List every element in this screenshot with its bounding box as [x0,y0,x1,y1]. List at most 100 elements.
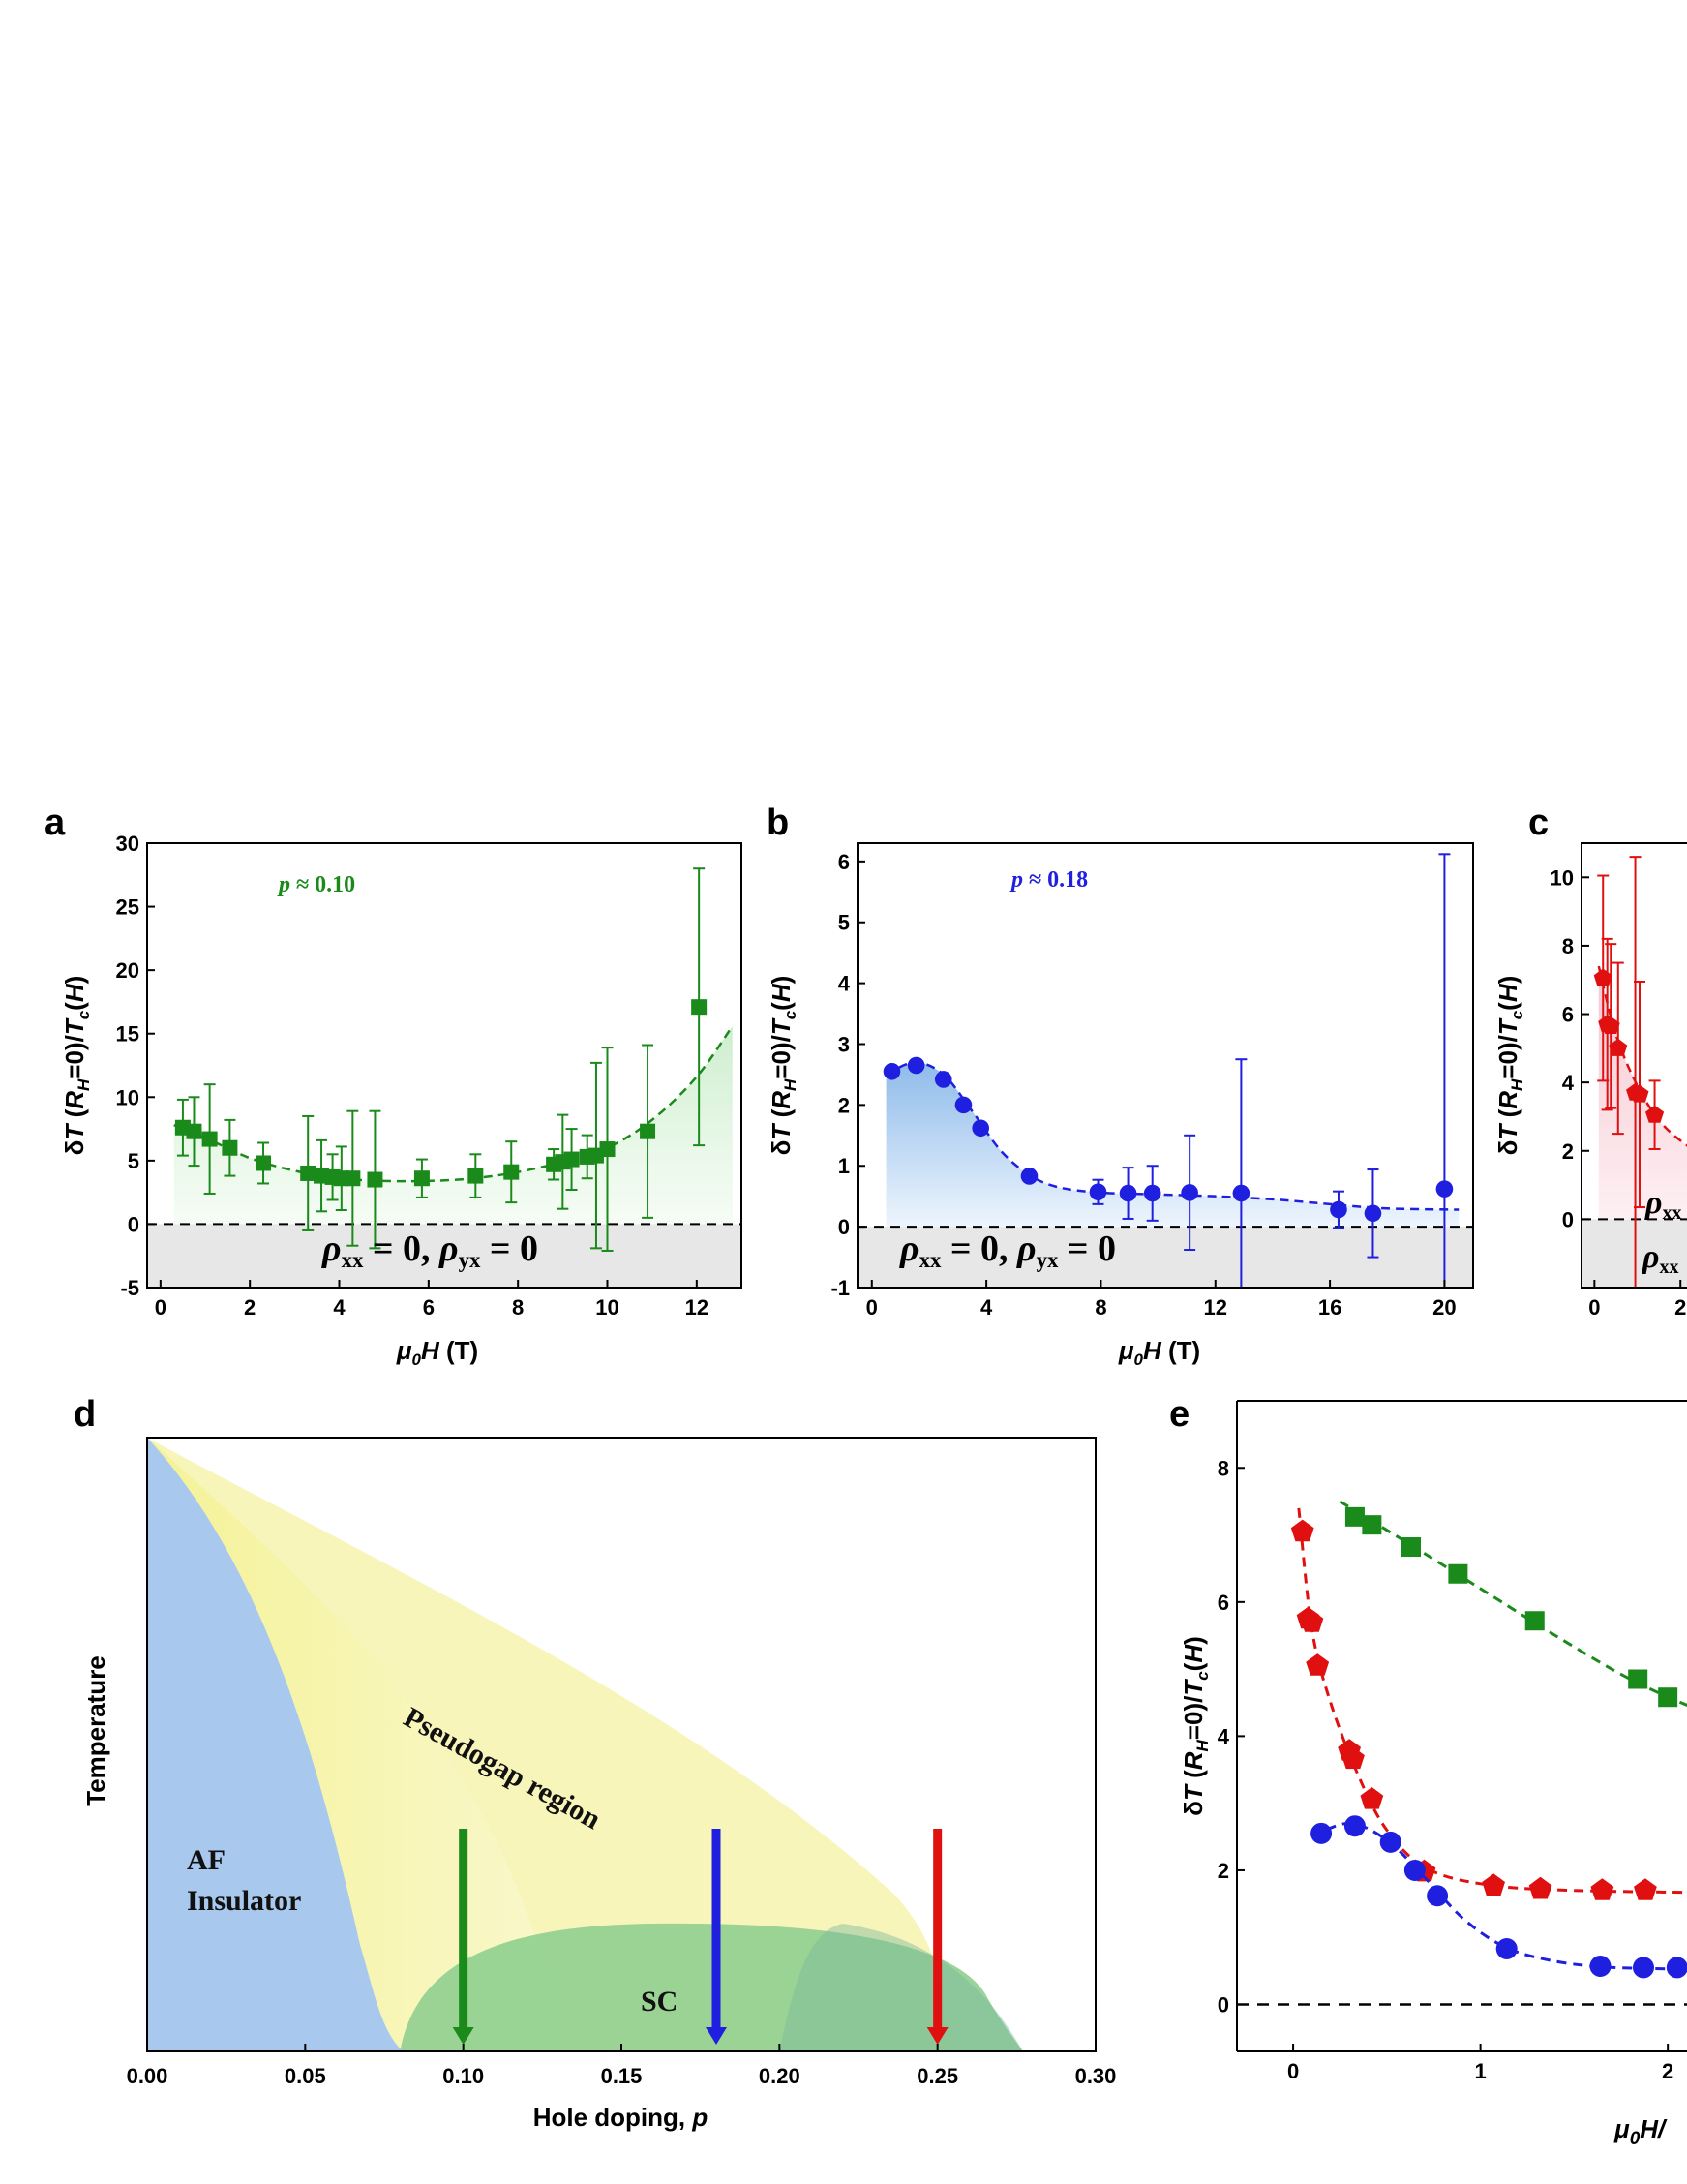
x-axis-label: μ0H (T) [1118,1336,1200,1369]
data-point [972,1119,989,1138]
y-axis-label-part: c [781,1010,799,1019]
data-point [640,1123,656,1139]
y-tick-label: 2 [838,1093,850,1117]
data-point [1658,1687,1678,1708]
y-axis-label-part: T [1493,1123,1522,1140]
data-point [1364,1204,1382,1223]
data-point [1630,1084,1649,1103]
data-point [1330,1200,1347,1219]
data-point [907,1056,925,1075]
data-point [1362,1515,1382,1535]
x-tick-label: 4 [333,1295,346,1320]
y-tick-label: 0 [1218,1993,1229,2017]
data-point [1593,968,1612,986]
data-point [883,1062,901,1080]
x-tick-label: 0.15 [601,2064,643,2088]
data-point [467,1168,484,1184]
y-tick-label: 5 [838,911,850,935]
rho-subscript: yx [1037,1248,1059,1272]
data-point [1379,1831,1401,1853]
rho-subscript: xx [1660,1257,1679,1278]
data-point [503,1164,520,1180]
x-tick-label: 1 [1474,2059,1486,2083]
y-axis-label-part: δ [60,1140,89,1156]
doping-arrow-head [706,2027,727,2045]
rho-text: = 0, [941,1228,1017,1269]
x-axis-label-part: H [421,1336,440,1365]
x-tick-label: 6 [423,1295,435,1320]
data-point [691,999,708,1016]
data-point [1590,1878,1614,1900]
y-axis-label-part: T [60,1123,89,1140]
x-tick-label: 0.30 [1075,2064,1117,2088]
y-tick-label: 6 [838,850,850,874]
y-tick-label: 10 [1551,865,1574,890]
data-point [1232,1184,1250,1202]
y-axis-label-part: T [1179,1679,1208,1696]
data-point [1119,1184,1137,1202]
y-tick-label: 4 [1562,1071,1575,1095]
x-axis-label-part: 0 [412,1350,422,1369]
rho-text: = 0 [1058,1228,1116,1269]
shaded-area [173,1025,733,1225]
x-tick-label: 0.00 [127,2064,168,2088]
x-tick-label: 16 [1318,1295,1341,1320]
y-axis-label-part: T [767,1017,796,1035]
data-point [1633,1956,1654,1979]
y-tick-label: 8 [1562,934,1574,958]
rho-symbol: ρ [1642,1239,1660,1275]
y-tick-label: 4 [838,972,851,996]
y-tick-label: 2 [1562,1139,1574,1164]
x-tick-label: 0.25 [917,2064,958,2088]
data-point [1495,1938,1518,1960]
af-region [147,1438,404,2051]
y-tick-label: 0 [1562,1207,1574,1231]
data-point [1666,1956,1687,1979]
y-axis-label-part: ( [60,1108,89,1124]
data-point [300,1165,316,1181]
x-axis-label-part: H [1143,1336,1162,1365]
y-tick-label: -1 [830,1276,850,1300]
x-tick-label: 0.05 [285,2064,326,2088]
y-tick-label: 3 [838,1032,850,1056]
x-axis-label-part: (T) [1161,1336,1200,1365]
y-tick-label: 15 [116,1022,139,1046]
y-axis-label-part: ( [767,1108,796,1124]
y-axis-label-part: c [1508,1010,1526,1019]
y-tick-label: 30 [116,832,139,856]
doping-arrow-head [926,2027,949,2045]
data-point [201,1131,218,1147]
panel-a: 0 2 4 6 8 10 12 -5 0 5 10 15 20 25 30 p ≈ 0.10 ρxx = 0, … [60,832,742,1369]
y-axis-label-part: R [1493,1091,1522,1109]
y-tick-label: 20 [116,958,139,983]
y-axis-label-part: ( [1493,1108,1522,1124]
data-point [563,1151,580,1168]
plot-area [858,853,1473,1288]
y-axis-label-part: =0)/ [1493,1035,1522,1079]
shaded-area [886,1062,1460,1228]
y-axis-label-part: H [75,1078,93,1091]
x-axis-label-part: p [691,2103,708,2132]
y-tick-label: 1 [838,1154,850,1178]
y-axis-label: Temperature [81,1655,110,1806]
sc-dome [400,1923,1023,2051]
y-axis-label-part: ( [1179,1770,1208,1785]
fit-line [173,1025,734,1183]
fit-line [886,1061,1460,1211]
x-tick-label: 8 [1095,1295,1106,1320]
y-axis-label-part: δ [1493,1140,1522,1156]
zero-region-label: ρxx [1644,1185,1682,1224]
y-axis-label-part: H [767,983,796,1002]
plot-area [1582,856,1687,1288]
data-point [1300,1610,1324,1632]
x-axis-label-part: μ [396,1336,412,1365]
y-tick-label: 5 [128,1149,139,1173]
panel-label-e: e [1169,1394,1190,1435]
y-axis-label-part: T [767,1123,796,1140]
sc-overlap [779,1924,1023,2051]
x-tick-label: 0 [866,1295,878,1320]
data-point [1310,1822,1333,1844]
y-axis-label-part: =0)/ [767,1035,796,1079]
